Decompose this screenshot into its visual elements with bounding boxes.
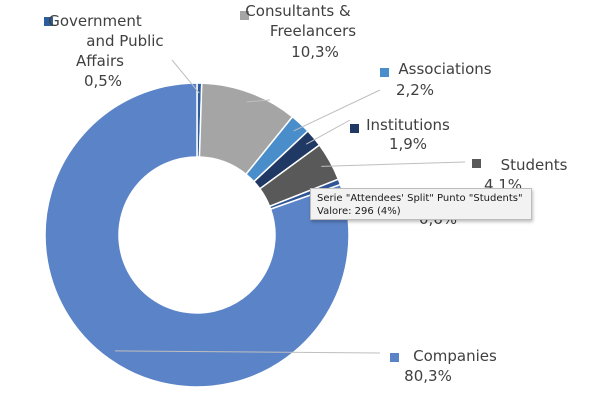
- category-label: Companies: [413, 347, 497, 365]
- slices-group: [44, 82, 350, 388]
- chart-tooltip: Serie "Attendees' Split" Punto "Students…: [310, 188, 532, 220]
- data-label-companies: 80,3%: [404, 367, 452, 385]
- data-label-institutions: 1,9%: [389, 135, 427, 153]
- tooltip-series-line: Serie "Attendees' Split" Punto "Students…: [317, 193, 523, 204]
- category-label: Freelancers: [270, 22, 356, 40]
- legend-swatch-students: [472, 159, 481, 168]
- labels-group: Government and Public Affairs 0,5% Consultan…: [44, 2, 568, 385]
- category-label: Affairs: [76, 52, 124, 70]
- category-label: Institutions: [366, 116, 450, 134]
- legend-swatch-institutions: [350, 124, 359, 133]
- category-label: Associations: [398, 60, 491, 78]
- data-label-associations: 2,2%: [396, 81, 434, 99]
- leader-line: [171, 59, 200, 94]
- legend-swatch-government-and-public-affairs: [44, 17, 53, 26]
- leader-line: [321, 161, 466, 167]
- category-label: Government: [48, 12, 142, 30]
- leader-lines-group: [114, 59, 466, 354]
- tooltip-value-line: Valore: 296 (4%): [317, 206, 401, 217]
- legend-swatch-companies: [390, 353, 399, 362]
- legend-swatch-associations: [380, 68, 389, 77]
- data-label-consultants-freelancers: 10,3%: [291, 43, 339, 61]
- category-label: and Public: [86, 32, 163, 50]
- leader-line: [293, 89, 381, 132]
- data-label-government-and-public-affairs: 0,5%: [84, 72, 122, 90]
- leader-line: [305, 119, 351, 145]
- category-label: Students: [501, 156, 568, 174]
- legend-swatch-consultants-freelancers: [240, 11, 249, 20]
- slice-companies[interactable]: [44, 82, 350, 388]
- leader-line: [246, 99, 271, 103]
- category-label: Consultants &: [245, 2, 351, 20]
- leader-line: [114, 350, 381, 354]
